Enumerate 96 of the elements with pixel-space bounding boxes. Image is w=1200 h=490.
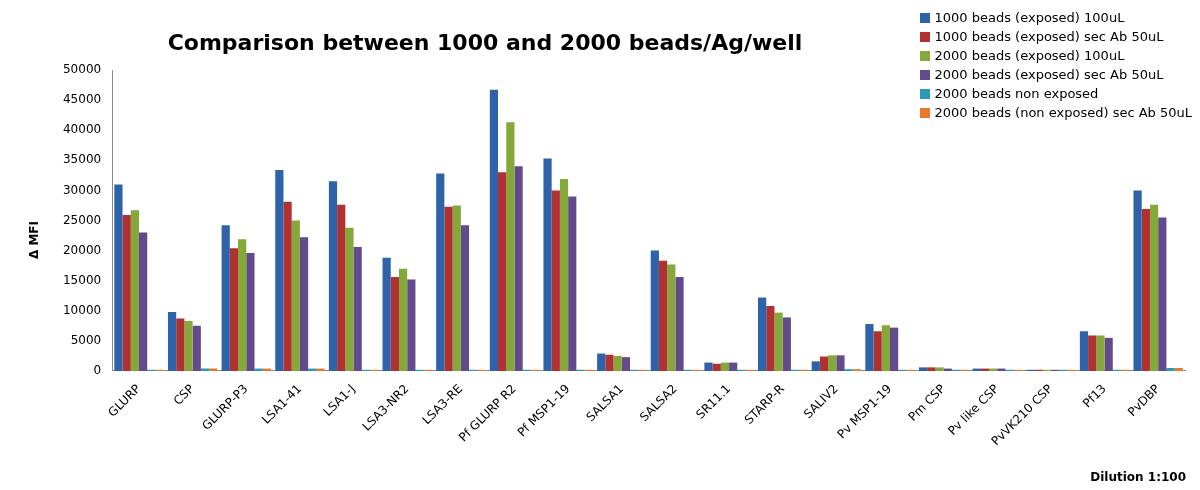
bar (865, 324, 874, 371)
bar (613, 355, 622, 371)
y-tick-label: 15000 (62, 272, 102, 287)
legend-label: 1000 beads (exposed) 100uL (934, 9, 1125, 27)
y-tick-label: 10000 (62, 302, 102, 317)
legend-label: 2000 beads (non exposed) sec Ab 50uL (934, 104, 1192, 122)
bar (283, 201, 292, 371)
bar (316, 368, 325, 371)
bar (345, 227, 354, 371)
bar (836, 355, 845, 371)
bar (299, 237, 309, 371)
y-tick-label: 0 (93, 363, 102, 378)
legend-label: 2000 beads (exposed) sec Ab 50uL (934, 66, 1164, 84)
bar (229, 248, 239, 371)
bar (729, 362, 738, 371)
y-tick-label: 25000 (62, 212, 102, 227)
bar (873, 331, 882, 371)
bar (1141, 209, 1150, 371)
bar (328, 181, 338, 371)
bar (382, 257, 391, 371)
bar (766, 305, 775, 371)
bar (514, 166, 523, 371)
bar (568, 196, 577, 371)
y-tick-label: 20000 (62, 242, 102, 257)
y-tick-label: 50000 (62, 62, 102, 77)
bar (184, 321, 193, 371)
bar (1174, 367, 1183, 371)
bar (927, 367, 936, 371)
bar (935, 367, 944, 371)
bar (774, 312, 783, 371)
legend-label: 2000 beads non exposed (934, 85, 1099, 103)
bar (650, 250, 659, 371)
bar (176, 318, 185, 371)
bar (1079, 331, 1089, 371)
bar (551, 190, 560, 371)
bar (1158, 217, 1167, 371)
bar (1149, 204, 1159, 371)
x-tick-label: Pm CSP (905, 381, 948, 424)
bar (819, 356, 829, 371)
bar (918, 367, 928, 371)
bar (353, 246, 362, 371)
bar (559, 178, 569, 371)
bar (1166, 367, 1175, 371)
bar (506, 122, 515, 371)
y-tick-label: 30000 (62, 182, 102, 197)
y-tick-label: 40000 (62, 122, 102, 137)
legend-label: 1000 beads (exposed) sec Ab 50uL (934, 28, 1164, 46)
y-tick-label: 45000 (62, 92, 102, 107)
bar (436, 173, 445, 371)
bar (192, 325, 201, 371)
bar (758, 297, 767, 371)
bar (720, 362, 730, 371)
bar (881, 325, 890, 371)
bar (704, 362, 713, 371)
bar (1133, 190, 1142, 371)
bar (1104, 337, 1113, 371)
chart-title: Comparison between 1000 and 2000 beads/Ag/well (166, 30, 804, 55)
bar (489, 89, 499, 371)
bar (1096, 335, 1105, 371)
bar (658, 260, 668, 371)
y-axis-title: Δ MFI (27, 220, 41, 260)
bar (667, 264, 676, 371)
bar (138, 232, 148, 371)
x-tick-label: CSP (170, 381, 197, 408)
bar (167, 312, 177, 371)
bar (122, 215, 131, 371)
bar (246, 253, 255, 371)
text: Dilution 1:100 (1090, 470, 1186, 484)
bar (460, 225, 470, 371)
bar (597, 353, 606, 371)
bar (221, 225, 230, 371)
bar (782, 317, 791, 371)
bar (337, 204, 346, 371)
bar (712, 363, 721, 371)
bar (444, 206, 453, 371)
bar (275, 169, 284, 371)
bar (291, 220, 300, 371)
legend-label: 2000 beads (exposed) 100uL (934, 47, 1125, 65)
y-tick-label: 5000 (70, 333, 102, 348)
bar (452, 205, 461, 371)
bar (605, 354, 614, 371)
bar (811, 361, 820, 371)
bar (407, 279, 416, 371)
bar (828, 355, 837, 371)
bar (621, 357, 630, 371)
bar (114, 184, 123, 371)
bar (390, 277, 399, 371)
bar (543, 158, 552, 371)
bar (889, 327, 899, 371)
bar (130, 210, 139, 371)
bar (675, 277, 684, 371)
bar (498, 172, 507, 371)
bar (1088, 335, 1097, 371)
bar (238, 239, 247, 371)
bar (398, 268, 408, 371)
y-tick-label: 35000 (62, 152, 102, 167)
